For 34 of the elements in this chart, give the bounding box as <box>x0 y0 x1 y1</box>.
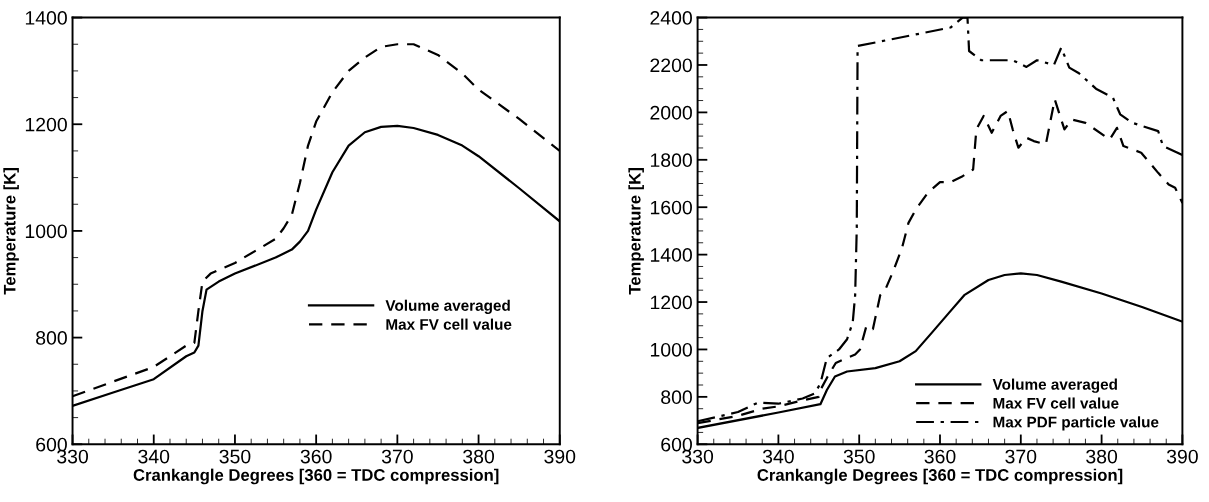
y-tick-label: 1000 <box>650 342 692 357</box>
x-axis-title: Crankangle Degrees [360 = TDC compression] <box>757 468 1123 485</box>
y-tick-label: 2000 <box>650 105 692 120</box>
y-tick-label: 1600 <box>650 200 692 215</box>
y-tick-label: 2200 <box>650 58 692 73</box>
x-tick-label: 380 <box>1086 449 1118 464</box>
x-tick-label: 380 <box>463 449 495 464</box>
legend-label: Max PDF particle value <box>993 416 1159 431</box>
x-tick-label: 360 <box>924 449 956 464</box>
y-tick-label: 800 <box>36 331 67 345</box>
legend-label: Volume averaged <box>992 378 1117 393</box>
y-tick-label: 1000 <box>25 224 67 239</box>
legend-label: Max FV cell value <box>386 318 512 330</box>
x-tick-label: 360 <box>300 449 332 464</box>
x-tick-label: 350 <box>219 449 251 464</box>
y-axis-title: Temperature [K] <box>628 168 644 295</box>
x-tick-label: 340 <box>762 449 794 464</box>
y-axis-title: Temperature [K] <box>3 168 19 295</box>
x-tick-label: 370 <box>381 449 413 464</box>
y-tick-label: 1200 <box>25 117 67 132</box>
y-tick-label: 1400 <box>25 11 67 25</box>
x-tick-label: 350 <box>843 449 875 464</box>
x-tick-label: 340 <box>138 449 170 464</box>
x-tick-label: 370 <box>1005 449 1037 464</box>
y-tick-label: 2400 <box>650 11 692 25</box>
y-tick-label: 1800 <box>650 153 692 168</box>
legend-label: Volume averaged <box>385 299 510 314</box>
x-axis-title: Crankangle Degrees [360 = TDC compression] <box>133 468 499 485</box>
x-tick-label: 390 <box>544 449 576 464</box>
y-tick-label: 800 <box>661 390 692 405</box>
x-tick-label: 390 <box>1166 449 1198 464</box>
y-tick-label: 1200 <box>650 295 692 310</box>
legend-label: Max FV cell value <box>993 397 1119 409</box>
y-tick-label: 1400 <box>650 248 692 262</box>
